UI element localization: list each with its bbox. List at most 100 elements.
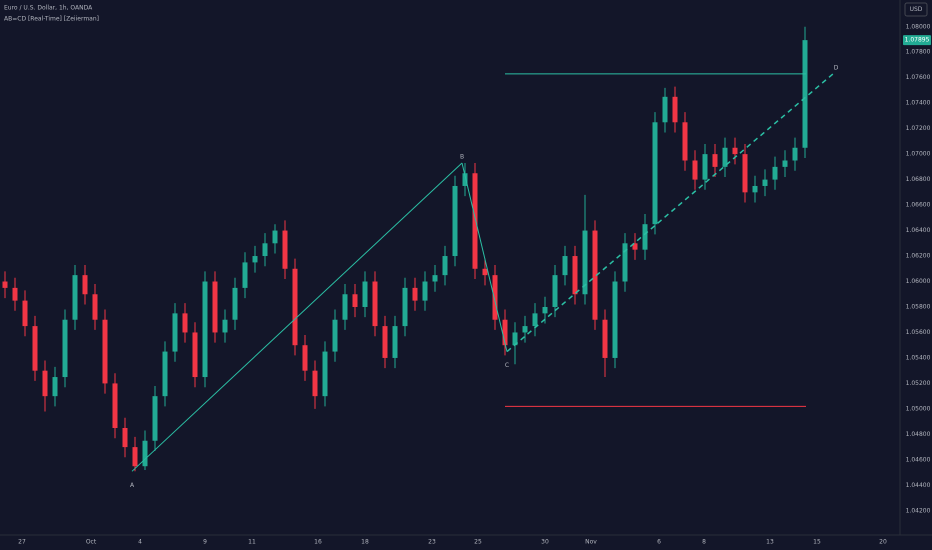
y-tick-label: 1.04800 — [906, 431, 931, 438]
y-tick-label: 1.04600 — [906, 456, 931, 463]
candle-body — [762, 179, 768, 186]
currency-label[interactable]: USD — [910, 6, 923, 13]
y-tick-label: 1.07800 — [906, 49, 931, 56]
y-tick-label: 1.05400 — [906, 354, 931, 361]
x-tick-label: 23 — [428, 539, 436, 546]
candle-body — [542, 306, 548, 314]
x-tick-label: 11 — [248, 539, 256, 546]
pattern-point-label: A — [130, 482, 135, 489]
x-tick-label: 25 — [474, 539, 482, 546]
y-tick-label: 1.08000 — [906, 23, 931, 30]
candle-body — [632, 243, 638, 250]
candle-body — [622, 243, 628, 282]
candle-body — [712, 154, 718, 167]
x-tick-label: 13 — [766, 539, 774, 546]
chart-title: Euro / U.S. Dollar, 1h, OANDA — [4, 5, 93, 12]
y-tick-label: 1.04200 — [906, 507, 931, 514]
candle-body — [772, 166, 778, 180]
candle-body — [742, 154, 748, 193]
y-tick-label: 1.06000 — [906, 278, 931, 285]
candle-body — [112, 383, 118, 428]
x-tick-label: 9 — [203, 539, 207, 546]
x-tick-label: 18 — [361, 539, 369, 546]
candle-body — [662, 96, 668, 123]
candle-body — [52, 377, 58, 397]
y-tick-label: 1.06200 — [906, 253, 931, 260]
y-tick-label: 1.05000 — [906, 405, 931, 412]
y-tick-label: 1.05200 — [906, 380, 931, 387]
candle-body — [692, 160, 698, 180]
candle-body — [192, 332, 198, 378]
currency-button[interactable] — [904, 2, 928, 17]
x-tick-label: 8 — [702, 539, 706, 546]
candle-body — [472, 173, 478, 269]
candle-body — [82, 275, 88, 295]
candle-body — [152, 396, 158, 441]
candle-body — [792, 147, 798, 161]
candle-body — [402, 287, 408, 327]
x-tick-label: 4 — [138, 539, 142, 546]
candle-body — [332, 319, 338, 352]
y-tick-label: 1.06400 — [906, 227, 931, 234]
pattern-point-label: B — [460, 154, 464, 161]
y-tick-label: 1.06800 — [906, 176, 931, 183]
candle-body — [422, 281, 428, 301]
candle-body — [172, 313, 178, 352]
candle-body — [232, 287, 238, 320]
y-tick-label: 1.07000 — [906, 151, 931, 158]
candle-body — [372, 281, 378, 327]
candle-body — [552, 275, 558, 307]
candle-body — [462, 173, 468, 186]
candle-body — [612, 281, 618, 358]
candle-body — [802, 40, 808, 148]
candle-body — [252, 256, 258, 263]
y-tick-label: 1.04400 — [906, 482, 931, 489]
candle-body — [492, 275, 498, 320]
last-price-tag — [903, 35, 931, 46]
last-price-label: 1.07895 — [905, 37, 930, 44]
x-tick-label: 27 — [18, 539, 26, 546]
candle-body — [202, 281, 208, 378]
candle-body — [602, 319, 608, 358]
y-tick-label: 1.07600 — [906, 74, 931, 81]
candle-body — [482, 268, 488, 276]
candle-body — [502, 319, 508, 346]
candle-body — [12, 287, 18, 301]
y-tick-label: 1.05800 — [906, 303, 931, 310]
y-tick-label: 1.06600 — [906, 202, 931, 209]
candle-body — [32, 326, 38, 371]
pattern-leg — [461, 162, 508, 352]
candle-body — [262, 243, 268, 257]
candle-body — [182, 313, 188, 333]
y-tick-label: 1.07200 — [906, 125, 931, 132]
candle-body — [702, 154, 708, 180]
x-tick-label: Nov — [585, 539, 597, 546]
x-tick-label: 20 — [879, 539, 887, 546]
candle-body — [582, 230, 588, 295]
candle-body — [522, 326, 528, 333]
y-tick-label: 1.05600 — [906, 329, 931, 336]
candle-body — [732, 147, 738, 155]
pattern-leg — [131, 162, 463, 472]
candle-body — [642, 224, 648, 250]
candle-body — [302, 345, 308, 371]
candle-body — [312, 370, 318, 397]
candle-body — [532, 313, 538, 327]
candle-body — [322, 351, 328, 397]
candle-body — [342, 294, 348, 320]
y-tick-label: 1.07400 — [906, 100, 931, 107]
candle-body — [432, 275, 438, 282]
candle-body — [2, 281, 8, 288]
candle-body — [722, 147, 728, 167]
candle-body — [592, 230, 598, 320]
candle-body — [242, 262, 248, 288]
candle-body — [672, 96, 678, 123]
candle-body — [782, 160, 788, 167]
candle-body — [562, 256, 568, 276]
candle-body — [132, 447, 138, 467]
candle-body — [92, 294, 98, 320]
candle-body — [72, 275, 78, 320]
indicator-name: AB=CD [Real-Time] [Zeiierman] — [4, 16, 99, 23]
candle-body — [452, 185, 458, 257]
